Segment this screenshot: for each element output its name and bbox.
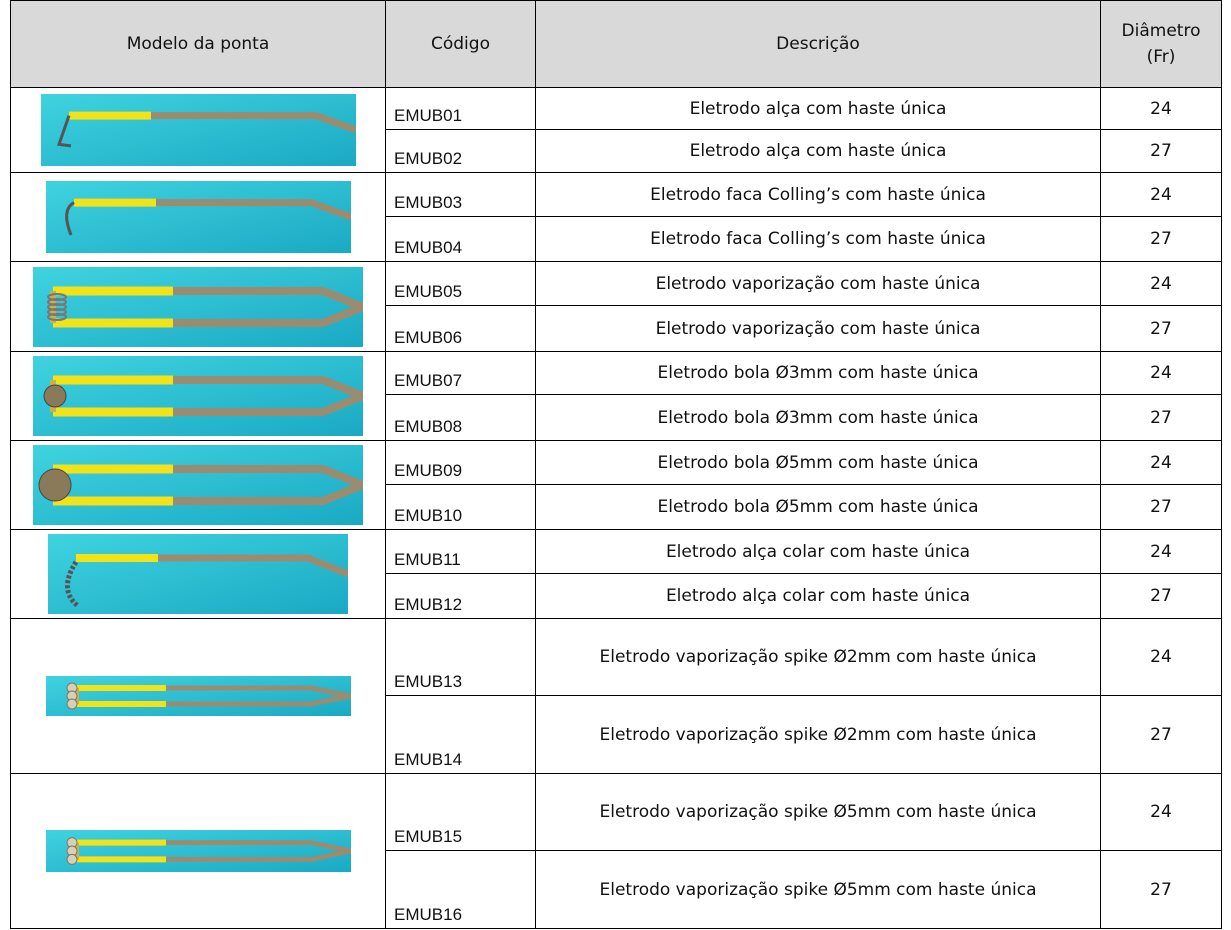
description-cell: Eletrodo vaporização spike Ø2mm com hast…: [535, 618, 1101, 696]
description-cell: Eletrodo alça com haste única: [535, 87, 1101, 130]
description-cell: Eletrodo vaporização com haste única: [535, 261, 1101, 306]
description-cell: Eletrodo faca Colling’s com haste única: [535, 172, 1101, 217]
diameter-cell: 27: [1100, 216, 1222, 262]
electrode-image: [40, 94, 356, 166]
table-row: EMUB09 Eletrodo bola Ø5mm com haste única…: [10, 440, 1222, 530]
diameter-cell: 27: [1100, 129, 1222, 173]
table-row: EMUB13 Eletrodo vaporização spike Ø2mm co…: [10, 618, 1222, 774]
table-row: EMUB03 Eletrodo faca Colling’s com haste …: [10, 172, 1222, 262]
code-cell: EMUB03: [385, 172, 536, 217]
table-row: EMUB16 Eletrodo vaporização spike Ø5mm co…: [11, 850, 1222, 929]
description-cell: Eletrodo vaporização spike Ø5mm com hast…: [535, 773, 1101, 851]
image-cell: [10, 529, 386, 619]
electrode-image: [45, 181, 351, 253]
diameter-cell: 24: [1100, 172, 1222, 217]
table-row: EMUB11 Eletrodo alça colar com haste únic…: [10, 529, 1222, 619]
table-row: EMUB07 Eletrodo bola Ø3mm com haste única…: [10, 351, 1222, 441]
diameter-cell: 27: [1100, 305, 1222, 352]
diameter-cell: 27: [1100, 695, 1222, 774]
diameter-cell: 27: [1100, 850, 1222, 929]
code-cell: EMUB06: [385, 305, 536, 352]
code-cell: EMUB02: [385, 129, 536, 173]
image-cell: [10, 351, 386, 441]
description-cell: Eletrodo vaporização com haste única: [535, 305, 1101, 352]
code-cell: EMUB14: [385, 695, 536, 774]
table-row: EMUB02 Eletrodo alça com haste única 27: [11, 129, 1222, 173]
description-cell: Eletrodo bola Ø5mm com haste única: [535, 440, 1101, 485]
diameter-cell: 24: [1100, 440, 1222, 485]
code-cell: EMUB01: [385, 87, 536, 130]
header-cell: Descrição: [535, 0, 1101, 88]
header-row: Modelo da ponta Código Descrição Diâmetr…: [10, 0, 1222, 88]
code-cell: EMUB08: [385, 394, 536, 441]
description-cell: Eletrodo bola Ø3mm com haste única: [535, 394, 1101, 441]
description-cell: Eletrodo bola Ø3mm com haste única: [535, 351, 1101, 395]
code-cell: EMUB13: [385, 618, 536, 696]
electrode-image: [33, 356, 363, 436]
description-cell: Eletrodo vaporização spike Ø2mm com hast…: [535, 695, 1101, 774]
code-cell: EMUB12: [385, 573, 536, 619]
table-row: EMUB10 Eletrodo bola Ø5mm com haste única…: [11, 484, 1222, 530]
header-cell: Diâmetro (Fr): [1100, 0, 1222, 88]
code-cell: EMUB15: [385, 773, 536, 851]
table-row: EMUB14 Eletrodo vaporização spike Ø2mm co…: [11, 695, 1222, 774]
header-cell: Código: [385, 0, 536, 88]
code-cell: EMUB09: [385, 440, 536, 485]
image-cell: [10, 87, 386, 173]
description-cell: Eletrodo alça colar com haste única: [535, 573, 1101, 619]
diameter-cell: 27: [1100, 573, 1222, 619]
code-cell: EMUB16: [385, 850, 536, 929]
diameter-cell: 24: [1100, 773, 1222, 851]
description-cell: Eletrodo bola Ø5mm com haste única: [535, 484, 1101, 530]
electrode-image: [33, 266, 363, 347]
table-row: EMUB01 Eletrodo alça com haste única 24: [10, 87, 1222, 173]
electrode-image: [48, 534, 348, 614]
code-cell: EMUB04: [385, 216, 536, 262]
electrode-image: [33, 445, 363, 525]
code-cell: EMUB10: [385, 484, 536, 530]
image-cell: [10, 261, 386, 352]
description-cell: Eletrodo alça colar com haste única: [535, 529, 1101, 574]
table-row: EMUB08 Eletrodo bola Ø3mm com haste única…: [11, 394, 1222, 441]
electrode-table: Modelo da ponta Código Descrição Diâmetr…: [10, 0, 1222, 929]
image-cell: [10, 773, 386, 929]
diameter-cell: 24: [1100, 261, 1222, 306]
diameter-cell: 27: [1100, 484, 1222, 530]
image-cell: [10, 440, 386, 530]
diameter-cell: 24: [1100, 529, 1222, 574]
electrode-image: [45, 830, 351, 872]
table-row: EMUB05 Eletrodo vaporização com haste úni…: [10, 261, 1222, 352]
image-cell: [10, 172, 386, 262]
header-cell: Modelo da ponta: [10, 0, 386, 88]
code-cell: EMUB11: [385, 529, 536, 574]
description-cell: Eletrodo vaporização spike Ø5mm com hast…: [535, 850, 1101, 929]
table-row: EMUB04 Eletrodo faca Colling’s com haste …: [11, 216, 1222, 262]
diameter-cell: 24: [1100, 618, 1222, 696]
image-cell: [10, 618, 386, 774]
table-row: EMUB06 Eletrodo vaporização com haste úni…: [11, 305, 1222, 352]
electrode-image: [45, 676, 351, 716]
diameter-cell: 24: [1100, 351, 1222, 395]
code-cell: EMUB05: [385, 261, 536, 306]
diameter-cell: 24: [1100, 87, 1222, 130]
diameter-cell: 27: [1100, 394, 1222, 441]
description-cell: Eletrodo alça com haste única: [535, 129, 1101, 173]
table-row: EMUB15 Eletrodo vaporização spike Ø5mm co…: [10, 773, 1222, 929]
table-row: EMUB12 Eletrodo alça colar com haste únic…: [11, 573, 1222, 619]
description-cell: Eletrodo faca Colling’s com haste única: [535, 216, 1101, 262]
code-cell: EMUB07: [385, 351, 536, 395]
